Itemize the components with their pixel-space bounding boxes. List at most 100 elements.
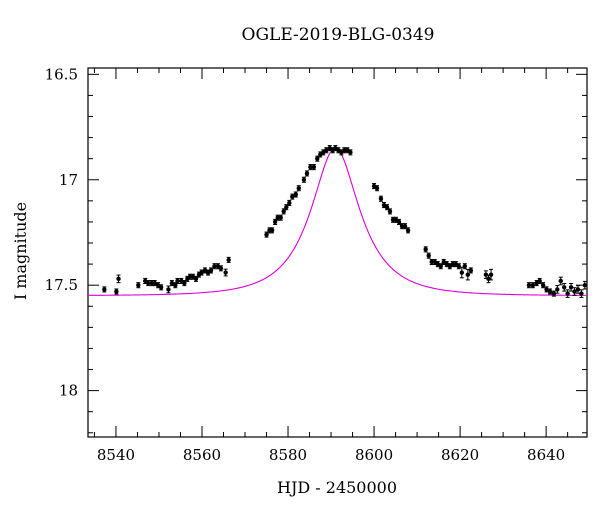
x-axis-label: HJD - 2450000 (277, 478, 397, 497)
data-point (348, 149, 353, 156)
data-point (284, 204, 289, 211)
x-tick-label: 8540 (97, 446, 135, 464)
x-tick-label: 8580 (269, 446, 307, 464)
data-point (136, 282, 141, 289)
data-point (166, 285, 171, 294)
data-point-marker (199, 270, 204, 275)
data-point-marker (450, 261, 455, 267)
data-point-marker (465, 272, 471, 277)
data-point-marker (290, 194, 295, 199)
data-point-marker (540, 282, 546, 288)
data-point (296, 185, 301, 192)
data-point-marker (173, 282, 178, 288)
data-point (384, 204, 390, 211)
data-point (193, 275, 199, 282)
data-point (293, 191, 298, 198)
data-point (565, 289, 570, 298)
data-point (281, 208, 286, 215)
data-point (290, 193, 295, 200)
data-point (558, 276, 563, 286)
y-tick-label: 17.5 (45, 276, 78, 294)
data-point (182, 280, 187, 287)
y-axis-label: I magnitude (11, 202, 30, 300)
data-point-marker (281, 209, 286, 214)
data-point-marker (193, 276, 199, 282)
data-point (223, 268, 228, 277)
data-point (423, 246, 428, 253)
data-point-marker (301, 177, 307, 182)
data-point (530, 282, 535, 289)
data-point-marker (374, 185, 380, 191)
data-point-marker (146, 280, 151, 286)
data-point-marker (575, 287, 581, 292)
data-point (462, 263, 468, 270)
data-point-marker (462, 264, 468, 269)
data-point-marker (175, 278, 180, 284)
data-point-marker (405, 228, 411, 233)
data-point (441, 258, 446, 266)
data-point-marker (537, 278, 542, 284)
data-point (453, 261, 458, 268)
data-point (405, 227, 411, 234)
data-point (378, 195, 384, 202)
data-point-marker (308, 164, 313, 170)
data-point (465, 268, 471, 281)
data-point (572, 287, 577, 296)
data-point (158, 284, 164, 291)
data-point-marker (149, 280, 154, 286)
data-point (264, 231, 269, 238)
data-point (374, 185, 380, 192)
data-point (435, 261, 440, 268)
data-point-marker (530, 282, 535, 288)
data-point-marker (378, 196, 384, 201)
data-point-marker (275, 215, 280, 220)
plot-frame (87, 67, 588, 438)
data-point (402, 223, 408, 230)
data-point-marker (284, 204, 289, 210)
data-point-marker (226, 257, 231, 263)
data-point-marker (136, 282, 141, 288)
data-point-marker (342, 148, 347, 153)
data-point (226, 256, 231, 263)
x-tick-label: 8560 (183, 446, 221, 464)
data-point (540, 282, 546, 289)
data-point-marker (102, 287, 107, 292)
data-point (555, 285, 560, 294)
data-point-marker (187, 274, 193, 279)
data-point (146, 280, 151, 287)
data-point-marker (547, 289, 553, 294)
data-point (308, 164, 313, 171)
data-point-marker (166, 287, 171, 292)
x-tick-label: 8640 (527, 446, 565, 464)
data-point-marker (399, 223, 405, 229)
data-point (488, 268, 494, 281)
data-point-marker (572, 289, 577, 294)
data-point (275, 214, 280, 221)
data-point-marker (208, 268, 214, 273)
data-point-marker (558, 278, 563, 284)
data-point-marker (582, 282, 587, 288)
chart-title: OGLE-2019-BLG-0349 (242, 25, 435, 45)
data-point-marker (278, 215, 283, 220)
data-point-marker (387, 209, 393, 214)
data-point-marker (348, 150, 353, 155)
data-point (579, 289, 584, 298)
data-point (387, 208, 393, 215)
data-point (208, 267, 214, 274)
data-point (304, 170, 310, 177)
y-tick-label: 18 (59, 382, 78, 400)
data-point-marker (152, 280, 157, 286)
data-point (429, 258, 434, 266)
model-curve (88, 147, 587, 296)
data-point (218, 265, 224, 272)
data-point-marker (551, 291, 557, 296)
data-point-marker (544, 287, 549, 292)
data-point-marker (579, 291, 584, 296)
data-point-marker (468, 268, 474, 273)
data-point-marker (488, 272, 494, 277)
data-point (102, 286, 107, 293)
data-point-marker (315, 156, 320, 161)
data-point-marker (429, 259, 434, 265)
data-point (114, 288, 119, 295)
axis-tick-labels: 8540 8560 8580 8600 8620 8640 16.5 17 17.5 18 (45, 65, 566, 464)
